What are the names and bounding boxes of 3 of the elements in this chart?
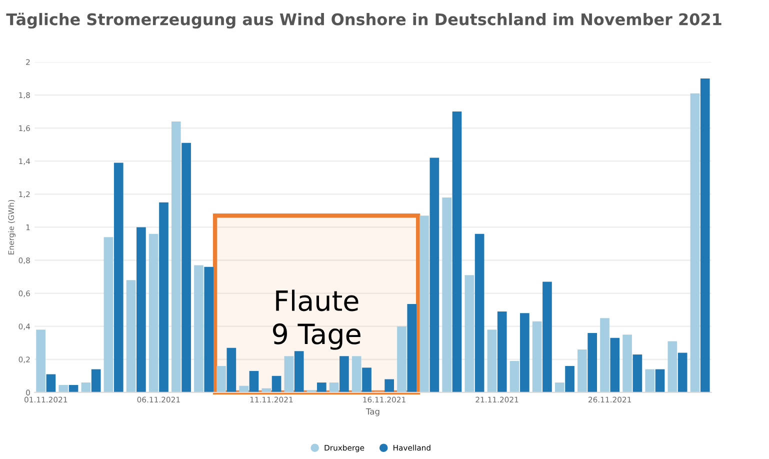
chart-title: Tägliche Stromerzeugung aus Wind Onshore in Deutschland im November 2021 xyxy=(6,12,722,29)
x-axis-title: Tag xyxy=(366,408,380,416)
band-label: Flaute 9 Tage xyxy=(273,290,360,350)
